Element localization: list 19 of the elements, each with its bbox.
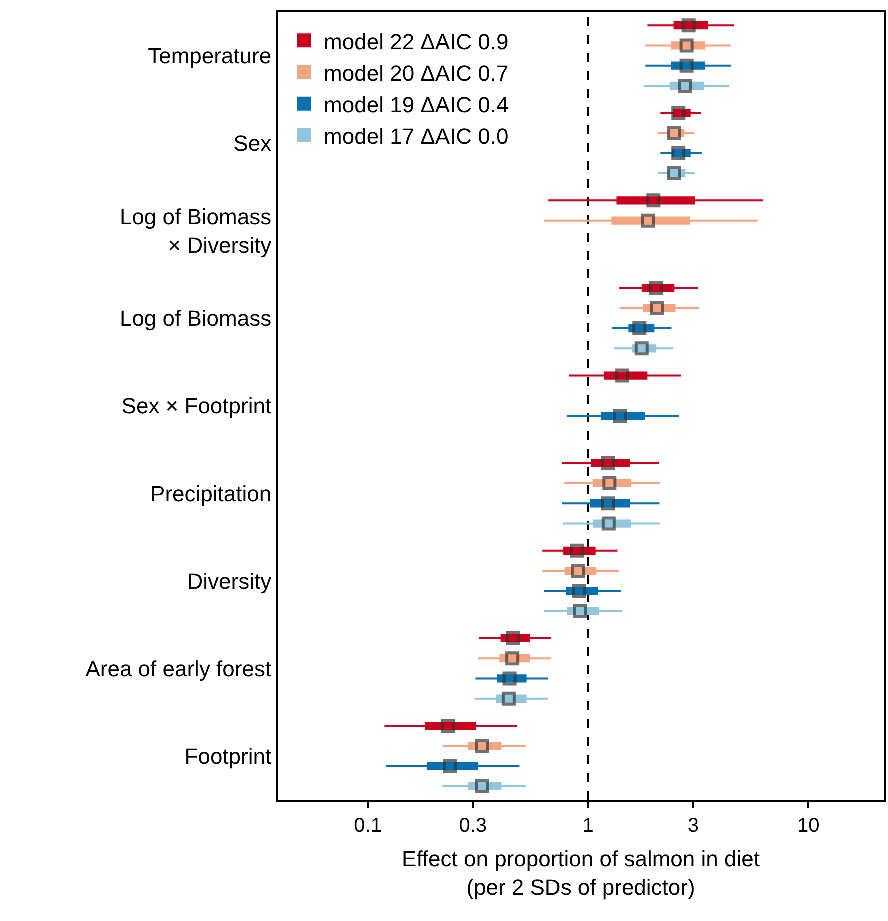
legend-label: model 22 ΔAIC 0.9 [324,29,509,54]
y-tick-label: Footprint [184,744,272,769]
x-tick-label: 0.1 [354,815,382,837]
legend-label: model 17 ΔAIC 0.0 [324,124,509,150]
x-tick-label: 10 [797,815,820,837]
legend-label: model 20 ΔAIC 0.7 [324,60,509,86]
y-tick-label: Area of early forest [86,656,272,682]
y-tick-label: Log of Biomass × Diversity [120,204,272,258]
y-tick-label: Diversity [187,568,272,594]
x-tick-label: 0.3 [459,815,488,837]
y-tick-label: Precipitation [150,481,272,506]
x-tick-label: 1 [582,815,594,837]
y-tick-label: Temperature [148,43,272,68]
y-tick-label: Sex × Footprint [122,394,272,419]
legend-label: model 19 ΔAIC 0.4 [324,92,509,118]
y-tick-label: Log of Biomass [120,306,272,332]
x-tick-label: 3 [688,815,699,837]
y-tick-label: Sex [234,131,272,156]
x-axis-title: Effect on proportion of salmon in diet (per 2 SDs of predictor) [402,846,760,900]
